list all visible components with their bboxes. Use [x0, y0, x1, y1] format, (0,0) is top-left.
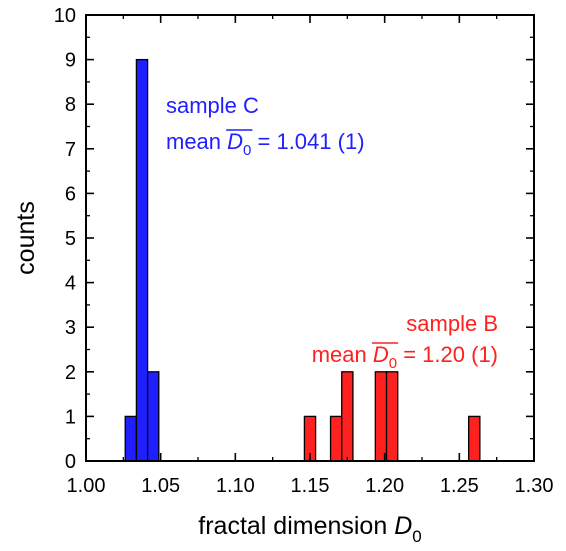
y-axis-label: counts — [12, 201, 40, 275]
bar-series0-0 — [124, 415, 138, 462]
annotation-title-1: sample B — [406, 311, 498, 336]
x-tick-label: 1.30 — [515, 475, 554, 497]
y-tick-label: 5 — [65, 228, 76, 250]
plot-frame — [85, 14, 535, 462]
x-axis-label: fractal dimension D0 — [198, 512, 421, 546]
x-tick-label: 1.25 — [440, 475, 479, 497]
x-tick-label: 1.10 — [216, 475, 255, 497]
y-tick-label: 7 — [65, 139, 76, 161]
x-tick-label: 1.20 — [365, 475, 404, 497]
bar-series1-1 — [329, 415, 343, 462]
annotation-mean-1: mean D0 = 1.20 (1) — [312, 342, 498, 372]
annotation-mean-0: mean D0 = 1.041 (1) — [166, 129, 365, 159]
y-tick-label: 8 — [65, 94, 76, 116]
y-tick-label: 6 — [65, 183, 76, 205]
x-tick-label: 1.00 — [67, 475, 106, 497]
y-tick-label: 10 — [54, 5, 76, 27]
bar-series1-4 — [385, 371, 399, 462]
x-tick-label: 1.05 — [141, 475, 180, 497]
y-tick-label: 0 — [65, 451, 76, 473]
y-tick-label: 4 — [65, 273, 76, 295]
y-tick-label: 3 — [65, 317, 76, 339]
x-tick-label: 1.15 — [291, 475, 330, 497]
bar-series1-5 — [468, 415, 481, 462]
annotation-title-0: sample C — [166, 93, 259, 118]
y-tick-label: 1 — [65, 406, 76, 428]
y-tick-label: 2 — [65, 362, 76, 384]
labels-layer: 1.00 1.05 1.10 1.15 1.20 1.25 1.30 0 1 2 3 4 5 6 7 8 9 10… — [12, 5, 553, 546]
bar-series0-1 — [135, 58, 149, 462]
bar-series1-3 — [374, 371, 388, 462]
bar-series1-2 — [341, 371, 354, 462]
bars-layer — [124, 58, 481, 462]
y-tick-label: 9 — [65, 50, 76, 72]
bar-series0-2 — [146, 371, 160, 462]
